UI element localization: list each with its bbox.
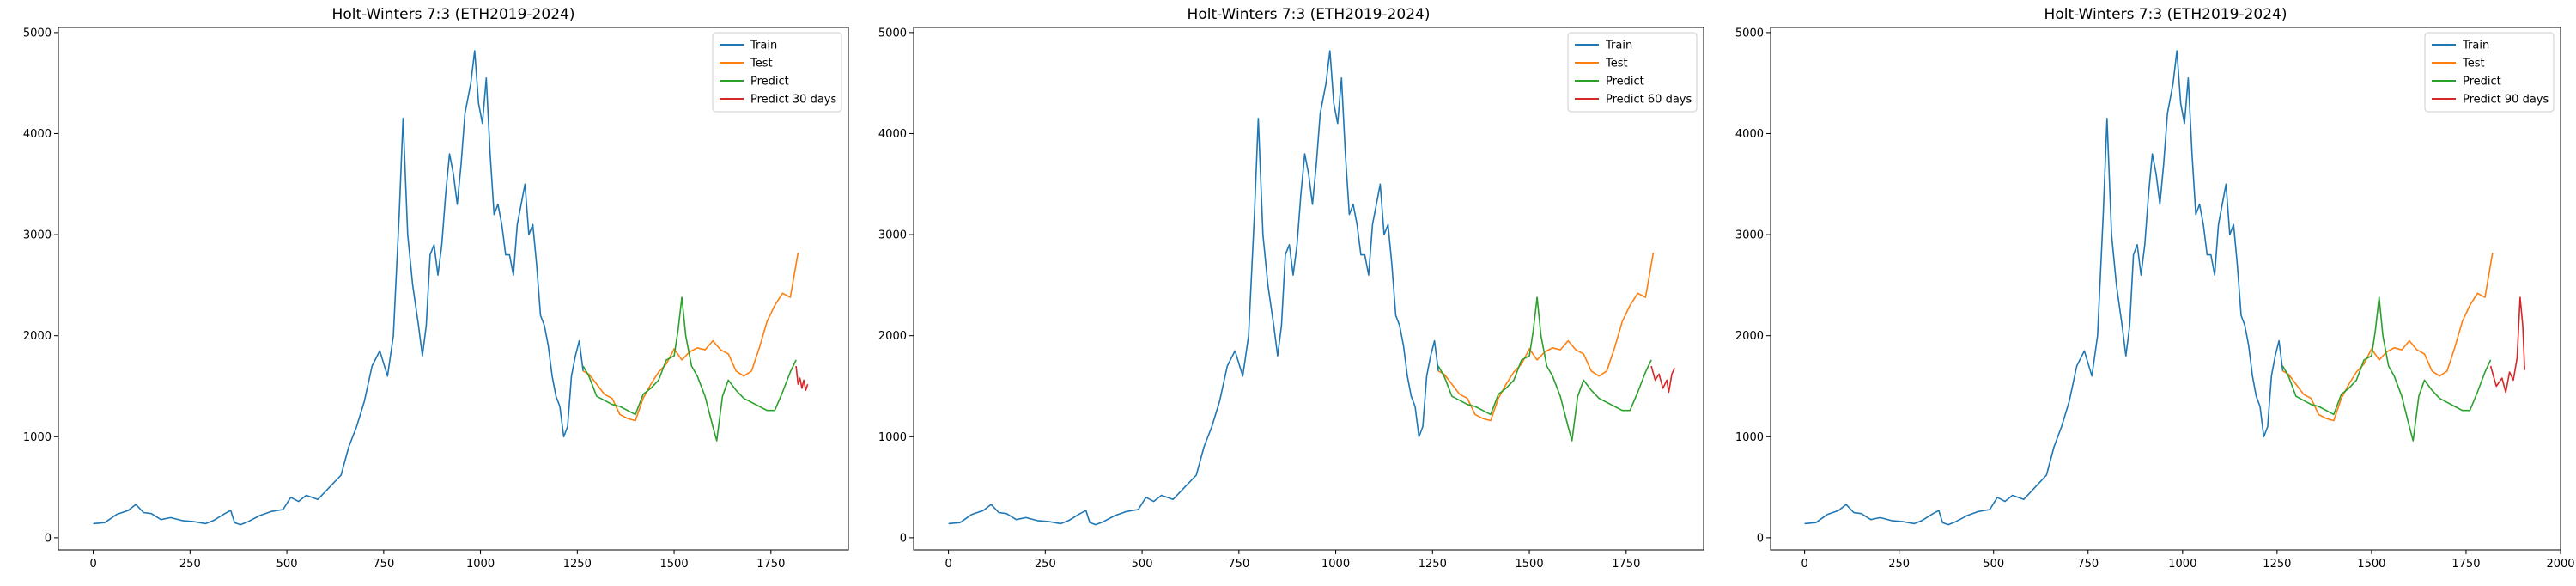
chart-panel: Holt-Winters 7:3 (ETH2019-2024) 0 250 500 75… xyxy=(23,6,849,571)
x-tick-label: 250 xyxy=(179,558,201,571)
x-tick-label: 500 xyxy=(276,558,298,571)
legend-label: Predict xyxy=(750,76,789,89)
y-tick-label: 1000 xyxy=(878,431,907,444)
y-tick-label: 3000 xyxy=(1735,229,1764,242)
y-tick-label: 3000 xyxy=(23,229,52,242)
x-tick-label: 2000 xyxy=(2546,558,2574,571)
legend-label: Predict xyxy=(1606,76,1644,89)
series-line-predict xyxy=(1437,296,1652,442)
x-tick-label: 1250 xyxy=(2263,558,2291,571)
x-tick-label: 1750 xyxy=(2451,558,2480,571)
legend-label: Test xyxy=(1605,58,1628,70)
series-line-predict xyxy=(582,296,797,442)
y-tick-label: 4000 xyxy=(23,128,52,141)
x-tick-label: 1250 xyxy=(1419,558,1447,571)
legend-label: Predict 60 days xyxy=(1606,94,1692,107)
series-line-test xyxy=(582,253,799,422)
legend: Train Test Predict Predict 60 days xyxy=(1567,32,1698,113)
x-tick-label: 0 xyxy=(945,558,951,571)
series-line-train xyxy=(93,50,584,526)
legend-label: Predict 90 days xyxy=(2463,94,2549,107)
chart-panel: Holt-Winters 7:3 (ETH2019-2024) 0 250 500 75… xyxy=(1735,6,2575,571)
y-tick-label: 5000 xyxy=(23,27,52,40)
chart-title: Holt-Winters 7:3 (ETH2019-2024) xyxy=(332,6,575,23)
x-tick-label: 1500 xyxy=(660,558,689,571)
series-line-train xyxy=(1804,50,2284,526)
x-tick-label: 1000 xyxy=(1321,558,1350,571)
y-tick-label: 2000 xyxy=(1735,330,1764,343)
axes-frame xyxy=(913,27,1704,551)
y-tick-label: 1000 xyxy=(23,431,52,444)
y-tick-label: 0 xyxy=(45,532,52,545)
chart-title: Holt-Winters 7:3 (ETH2019-2024) xyxy=(2044,6,2287,23)
chart-title: Holt-Winters 7:3 (ETH2019-2024) xyxy=(1188,6,1431,23)
series-line-predict-30-days xyxy=(795,365,809,392)
x-tick-label: 750 xyxy=(2077,558,2099,571)
y-tick-label: 2000 xyxy=(23,330,52,343)
legend-label: Train xyxy=(750,40,777,52)
x-tick-label: 750 xyxy=(1228,558,1249,571)
axes-frame xyxy=(1770,27,2561,551)
x-tick-label: 1500 xyxy=(1516,558,1544,571)
series-line-predict-90-days xyxy=(2489,296,2525,394)
x-tick-label: 500 xyxy=(1132,558,1153,571)
x-tick-label: 250 xyxy=(1888,558,1910,571)
legend-label: Predict xyxy=(2463,76,2501,89)
chart-panel: Holt-Winters 7:3 (ETH2019-2024) 0 250 500 75… xyxy=(878,6,1704,571)
legend-box xyxy=(2424,32,2555,113)
legend-box xyxy=(1567,32,1698,113)
x-tick-label: 750 xyxy=(373,558,394,571)
series-line-test xyxy=(1437,253,1655,422)
x-tick-label: 1000 xyxy=(466,558,495,571)
series-line-predict xyxy=(2281,296,2492,442)
y-tick-label: 5000 xyxy=(878,27,907,40)
y-tick-label: 0 xyxy=(1757,532,1764,545)
y-tick-label: 4000 xyxy=(878,128,907,141)
legend-box xyxy=(712,32,842,113)
y-tick-label: 1000 xyxy=(1735,431,1764,444)
axes-frame xyxy=(58,27,849,551)
legend-label: Train xyxy=(1605,40,1632,52)
y-tick-label: 2000 xyxy=(878,330,907,343)
x-tick-label: 500 xyxy=(1983,558,2004,571)
legend: Train Test Predict Predict 30 days xyxy=(712,32,842,113)
x-tick-label: 1750 xyxy=(756,558,785,571)
legend: Train Test Predict Predict 90 days xyxy=(2424,32,2555,113)
x-tick-label: 0 xyxy=(1801,558,1807,571)
y-tick-label: 3000 xyxy=(878,229,907,242)
x-tick-label: 1250 xyxy=(563,558,592,571)
x-tick-label: 1000 xyxy=(2168,558,2196,571)
y-tick-label: 0 xyxy=(900,532,907,545)
x-tick-label: 250 xyxy=(1035,558,1056,571)
y-tick-label: 5000 xyxy=(1735,27,1764,40)
legend-label: Train xyxy=(2462,40,2489,52)
series-line-test xyxy=(2282,253,2494,422)
x-tick-label: 1500 xyxy=(2357,558,2385,571)
legend-label: Test xyxy=(750,58,773,70)
x-tick-label: 0 xyxy=(89,558,96,571)
legend-label: Predict 30 days xyxy=(750,94,836,107)
legend-label: Test xyxy=(2462,58,2485,70)
y-tick-label: 4000 xyxy=(1735,128,1764,141)
series-line-train xyxy=(948,50,1439,526)
series-line-predict-60-days xyxy=(1650,365,1675,394)
x-tick-label: 1750 xyxy=(1612,558,1640,571)
